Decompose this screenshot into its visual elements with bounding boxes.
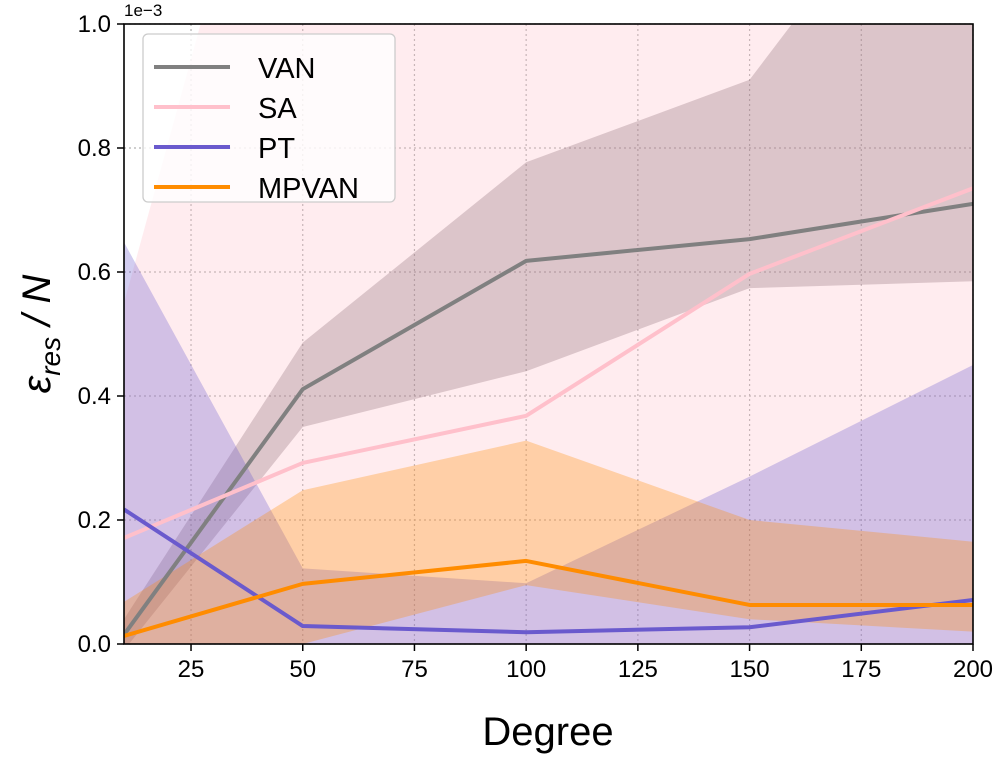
plot-frame — [123, 23, 974, 645]
y-tick-label: 0.2 — [78, 507, 111, 534]
x-tick-label: 125 — [618, 656, 658, 683]
x-axis: 25 50 75 100 125 150 175 200 — [178, 644, 993, 683]
y-tick-label: 0.8 — [78, 135, 111, 162]
y-label-sub: res — [35, 337, 66, 376]
y-label-main: ε — [15, 374, 59, 393]
legend-box — [142, 33, 396, 203]
band-mpvan — [124, 440, 973, 644]
band-pt — [124, 242, 973, 644]
legend-label-sa: SA — [258, 93, 297, 125]
x-tick-label: 175 — [841, 656, 881, 683]
y-label-tail: / N — [15, 275, 59, 337]
y-tick-label: 0.6 — [78, 259, 111, 286]
x-tick-label: 200 — [953, 656, 993, 683]
band-van — [124, 24, 973, 644]
legend-label-pt: PT — [258, 133, 295, 165]
legend-label-van: VAN — [258, 53, 315, 85]
x-tick-label: 25 — [178, 656, 205, 683]
x-axis-label: Degree — [482, 710, 613, 754]
legend: VAN SA PT MPVAN — [142, 33, 396, 205]
x-tick-label: 100 — [506, 656, 546, 683]
y-axis-label: εres / N — [15, 275, 66, 394]
y-tick-label: 0.0 — [78, 631, 111, 658]
x-tick-label: 50 — [289, 656, 316, 683]
x-tick-label: 75 — [401, 656, 428, 683]
y-axis: 0.0 0.2 0.4 0.6 0.8 1.0 — [78, 11, 124, 658]
series-lines — [124, 186, 973, 638]
y-tick-label: 0.4 — [78, 383, 111, 410]
y-tick-label: 1.0 — [78, 11, 111, 38]
x-tick-label: 150 — [730, 656, 770, 683]
y-scale-label: 1e−3 — [124, 1, 162, 20]
legend-label-mpvan: MPVAN — [258, 173, 359, 205]
